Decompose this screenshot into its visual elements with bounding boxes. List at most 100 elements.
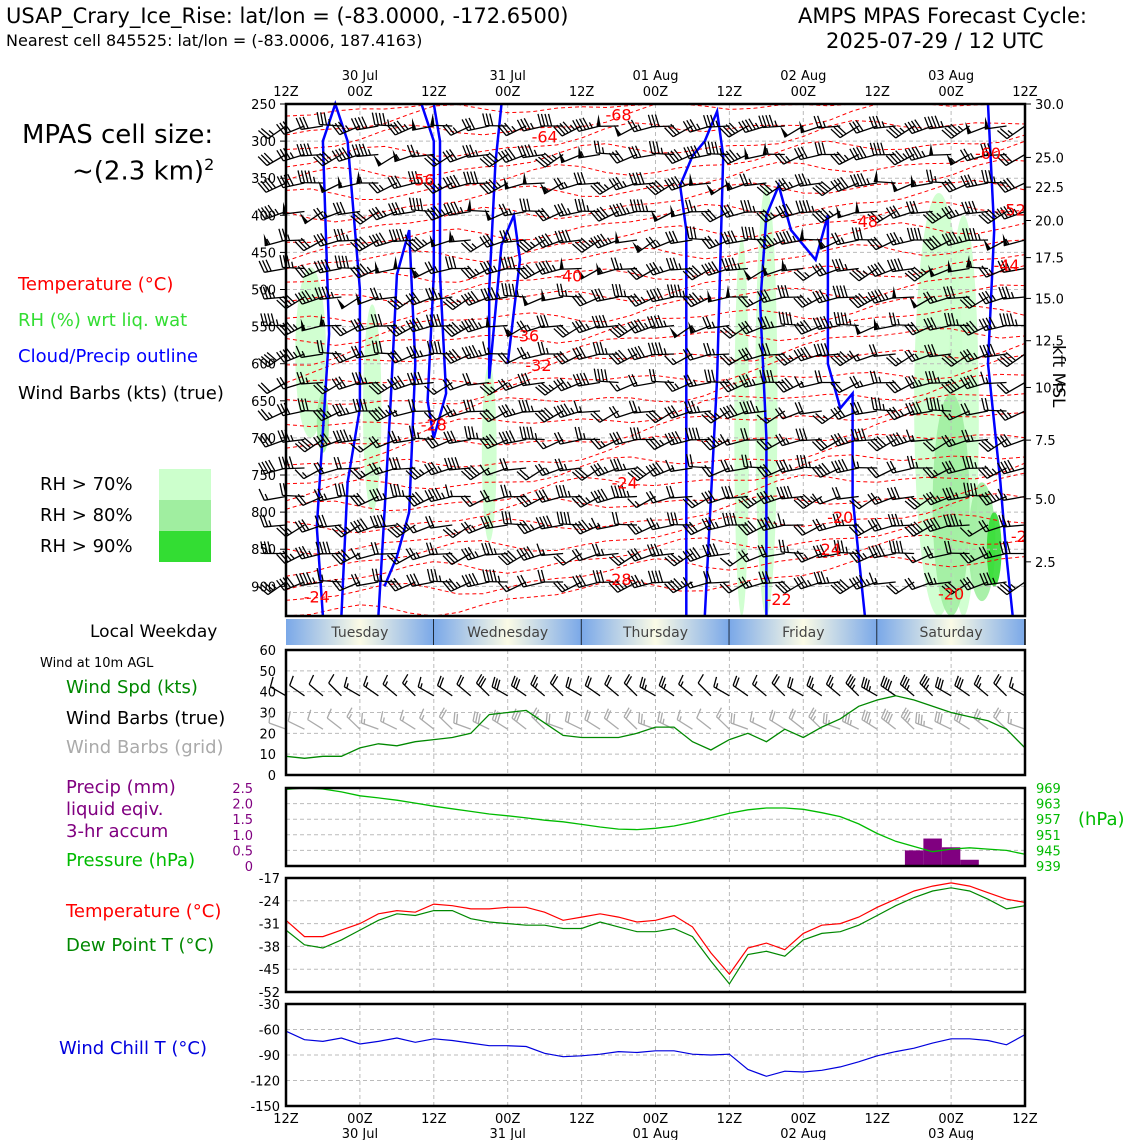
wind-tick-label: 10 xyxy=(259,748,276,763)
wind-barb-staff xyxy=(818,524,841,532)
wind-barb-half xyxy=(345,526,351,532)
wind-barb-full xyxy=(389,483,394,497)
wind-barb-half xyxy=(714,521,719,528)
wind-barb-full xyxy=(565,229,571,242)
wind-barb-full xyxy=(704,236,713,248)
wind-barb-flag xyxy=(706,183,715,195)
wind-barb-full xyxy=(285,575,295,587)
wind-barb-full xyxy=(374,408,385,419)
wind-barb-staff xyxy=(485,552,508,556)
wind-barb-full xyxy=(915,401,922,414)
wind-barb-full xyxy=(833,582,844,593)
wind-barb-full xyxy=(387,203,395,216)
wind-barb-full xyxy=(519,426,524,439)
wind-barb-full xyxy=(963,174,971,187)
wind-barb-half xyxy=(843,437,849,444)
wind-barb-full xyxy=(536,315,542,328)
wind-barb xyxy=(906,227,933,241)
wind-barb xyxy=(553,377,582,392)
wind-barb-staff xyxy=(303,239,324,252)
wind-barb-full xyxy=(497,581,507,593)
wind-barb-full xyxy=(741,295,751,306)
wind-barb-full xyxy=(479,158,490,168)
wind-barb-full xyxy=(630,294,640,306)
wind-barb-full xyxy=(925,212,936,222)
wind-barb-full xyxy=(535,517,543,530)
wind-barb-half xyxy=(438,575,442,582)
wind-barb-full xyxy=(415,198,420,211)
wind-barb-half xyxy=(859,380,864,387)
wind-barb xyxy=(646,287,675,303)
wind-barb-full xyxy=(887,713,893,724)
wind-barb-staff xyxy=(763,296,785,303)
wind-barb-full xyxy=(372,234,380,246)
wind-barb-staff xyxy=(707,581,730,584)
wind-barb-staff xyxy=(788,717,804,730)
wind-barb-half xyxy=(455,581,461,588)
wind-barb-full xyxy=(323,112,328,126)
wind-barb-full xyxy=(488,152,499,162)
wind-barb-full xyxy=(617,322,628,333)
wind-barb-flag xyxy=(596,262,602,275)
wind-barb-full xyxy=(483,516,491,529)
wind-barb xyxy=(704,141,730,156)
wind-barb-full xyxy=(943,286,949,299)
wind-barb xyxy=(442,524,472,539)
wind-barb-full xyxy=(959,149,968,161)
wind-barb-full xyxy=(523,547,531,559)
wind-barb-full xyxy=(497,125,507,137)
wind-barb-full xyxy=(592,342,598,355)
wind-barb-full xyxy=(695,427,701,440)
wind-barb-half xyxy=(875,322,880,329)
wind-barb xyxy=(363,675,379,697)
wind-barb-full xyxy=(647,342,653,355)
wind-barb-full xyxy=(526,198,531,212)
wind-barb-full xyxy=(571,295,581,307)
wind-barb xyxy=(370,541,397,555)
wind-barb xyxy=(331,121,361,136)
wind-barb xyxy=(629,199,656,213)
wind-barb-full xyxy=(615,150,624,161)
wind-barb xyxy=(500,256,527,270)
wind-barb xyxy=(411,117,434,131)
wind-barb-full xyxy=(719,127,730,138)
wind-barb-half xyxy=(950,157,956,164)
wind-barb-full xyxy=(295,345,302,358)
wind-barb-staff xyxy=(430,324,453,328)
wind-barb xyxy=(751,674,767,697)
wind-barb-staff xyxy=(728,581,749,594)
wind-barb-full xyxy=(615,512,620,525)
wind-barb-full xyxy=(537,410,548,421)
wind-barb-full xyxy=(737,323,747,335)
wind-barb-full xyxy=(744,347,753,359)
wind-barb-half xyxy=(615,384,621,391)
wind-barb-full xyxy=(876,436,887,446)
wind-barb-full xyxy=(424,490,432,502)
wind-barb-staff xyxy=(578,153,601,159)
wind-barb-full xyxy=(450,430,457,443)
wind-barb-full xyxy=(808,677,814,688)
wind-barb-staff xyxy=(617,581,638,593)
wind-barb xyxy=(757,544,785,558)
wind-barb xyxy=(885,406,915,421)
wind-barb xyxy=(831,258,859,272)
wind-barb-full xyxy=(728,122,739,133)
wind-barb-half xyxy=(493,548,497,555)
wind-barb-full xyxy=(885,383,896,394)
wind-barb-staff xyxy=(895,125,915,139)
wind-barb-full xyxy=(471,426,475,439)
wind-barb-full xyxy=(488,542,494,555)
wind-barb-staff xyxy=(356,125,379,131)
wind-barb-staff xyxy=(801,552,823,563)
temp-contour-label: -20 xyxy=(938,585,964,604)
wind-barb-full xyxy=(340,228,346,241)
wind-barb-staff xyxy=(707,524,730,531)
wind-barb-full xyxy=(968,201,974,214)
wind-barb-full xyxy=(652,369,657,382)
wind-barb-full xyxy=(445,299,457,309)
wind-barb-full xyxy=(892,540,897,553)
wind-barb-full xyxy=(641,678,646,689)
wind-barb-full xyxy=(924,572,930,585)
wind-barb-full xyxy=(958,678,964,690)
wind-barb xyxy=(553,431,582,445)
